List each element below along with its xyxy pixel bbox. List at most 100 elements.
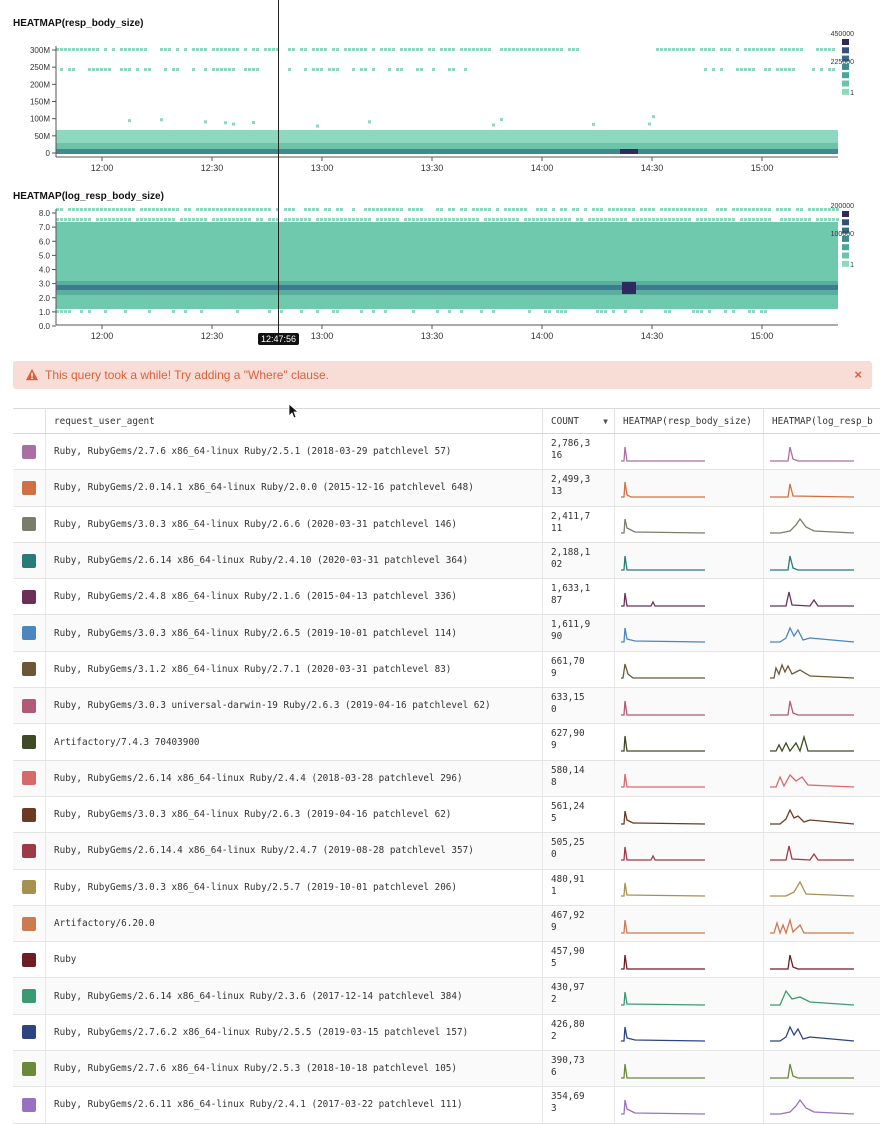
heatmap-log-resp-body-size-cell[interactable] (764, 942, 880, 977)
heatmap-sparkline[interactable] (770, 620, 854, 646)
series-color-swatch[interactable] (22, 1061, 36, 1076)
header-heatmap-log-resp-body-size[interactable]: HEATMAP(log_resp_b (772, 415, 873, 427)
heatmap-log-resp-body-size-cell[interactable] (764, 434, 880, 469)
table-row[interactable]: Ruby, RubyGems/2.6.14 x86_64-linux Ruby/… (13, 542, 880, 580)
heatmap-log-resp-body-size-cell[interactable] (764, 470, 880, 505)
series-color-swatch[interactable] (22, 1025, 36, 1040)
table-row[interactable]: Ruby, RubyGems/3.0.3 x86_64-linux Ruby/2… (13, 796, 880, 834)
series-color-swatch[interactable] (22, 589, 36, 604)
series-color-swatch[interactable] (22, 952, 36, 967)
table-row[interactable]: Ruby, RubyGems/3.1.2 x86_64-linux Ruby/2… (13, 651, 880, 689)
heatmap-log-resp-body-size-cell[interactable] (764, 615, 880, 650)
series-color-swatch[interactable] (22, 480, 36, 495)
heatmap-resp-body-size-cell[interactable] (615, 905, 764, 942)
heatmap-resp-body-size-cell[interactable] (615, 942, 764, 978)
heatmap-resp-body-size-cell[interactable] (615, 651, 764, 688)
series-color-swatch[interactable] (22, 880, 36, 895)
heatmap-sparkline[interactable] (621, 729, 705, 755)
heatmap-sparkline[interactable] (770, 439, 854, 465)
table-row[interactable]: Ruby, RubyGems/2.6.14 x86_64-linux Ruby/… (13, 760, 880, 797)
heatmap-sparkline[interactable] (621, 802, 705, 828)
heatmap-sparkline[interactable] (770, 656, 854, 682)
heatmap-resp-body-size-cell[interactable] (615, 434, 764, 470)
series-color-swatch[interactable] (22, 843, 36, 858)
heatmap-log-resp-body-size-cell[interactable] (764, 724, 880, 759)
heatmap-sparkline[interactable] (770, 838, 854, 864)
heatmap-sparkline[interactable] (770, 765, 854, 791)
heatmap-log-resp-body-size-cell[interactable] (764, 507, 880, 542)
table-row[interactable]: Ruby, RubyGems/2.6.11 x86_64-linux Ruby/… (13, 1087, 880, 1124)
heatmap-resp-body-size-cell[interactable] (615, 1087, 764, 1123)
series-color-swatch[interactable] (22, 626, 36, 641)
heatmap-resp-body-size-cell[interactable] (615, 869, 764, 905)
table-row[interactable]: Artifactory/7.4.3 70403900 627,90 9 (13, 724, 880, 761)
heatmap-sparkline[interactable] (621, 947, 705, 973)
table-row[interactable]: Ruby, RubyGems/3.0.3 x86_64-linux Ruby/2… (13, 869, 880, 906)
table-row[interactable]: Ruby, RubyGems/3.0.3 universal-darwin-19… (13, 688, 880, 725)
heatmap-sparkline[interactable] (770, 584, 854, 610)
heatmap-sparkline[interactable] (770, 693, 854, 719)
heatmap-log-resp-body-size-cell[interactable] (764, 652, 880, 687)
heatmap-log-resp-body-size-cell[interactable] (764, 1015, 880, 1050)
header-heatmap-resp-body-size[interactable]: HEATMAP(resp_body_size) (615, 409, 764, 433)
table-row[interactable]: Artifactory/6.20.0 467,92 9 (13, 905, 880, 943)
heatmap-sparkline[interactable] (770, 947, 854, 973)
table-row[interactable]: Ruby, RubyGems/2.7.6.2 x86_64-linux Ruby… (13, 1014, 880, 1052)
heatmap-resp-body-size-cell[interactable] (615, 724, 764, 760)
heatmap-log-resp-body-size-cell[interactable] (764, 579, 880, 614)
table-row[interactable]: Ruby, RubyGems/3.0.3 x86_64-linux Ruby/2… (13, 615, 880, 652)
table-row[interactable]: Ruby, RubyGems/2.6.14.4 x86_64-linux Rub… (13, 833, 880, 870)
heatmap-resp-body-size-cell[interactable] (615, 579, 764, 615)
series-color-swatch[interactable] (22, 444, 36, 459)
heatmap-sparkline[interactable] (621, 983, 705, 1009)
heatmap-sparkline[interactable] (770, 548, 854, 574)
heatmap-resp-body-size-cell[interactable] (615, 1014, 764, 1051)
heatmap-resp-body-size-cell[interactable] (615, 760, 764, 796)
heatmap-log-resp-body-size-cell[interactable] (764, 870, 880, 905)
heatmap-sparkline[interactable] (621, 584, 705, 610)
heatmap-log-resp-body-size[interactable]: HEATMAP(log_resp_body_size) 8.0 7.0 6.0 5.0… (0, 186, 880, 346)
heatmap-sparkline[interactable] (770, 511, 854, 537)
heatmap-resp-body-size-cell[interactable] (615, 978, 764, 1014)
table-row[interactable]: Ruby 457,90 5 (13, 942, 880, 979)
series-color-swatch[interactable] (22, 698, 36, 713)
table-row[interactable]: Ruby, RubyGems/2.0.14.1 x86_64-linux Rub… (13, 470, 880, 507)
table-row[interactable]: Ruby, RubyGems/2.7.6 x86_64-linux Ruby/2… (13, 434, 880, 471)
table-row[interactable]: Ruby, RubyGems/2.7.6 x86_64-linux Ruby/2… (13, 1051, 880, 1088)
heatmap-log-resp-body-size-cell[interactable] (764, 906, 880, 941)
table-row[interactable]: Ruby, RubyGems/2.6.14 x86_64-linux Ruby/… (13, 978, 880, 1015)
heatmap-sparkline[interactable] (621, 1056, 705, 1082)
heatmap-sparkline[interactable] (621, 874, 705, 900)
heatmap-sparkline[interactable] (770, 911, 854, 937)
header-count[interactable]: COUNT ▼ (543, 409, 615, 433)
sort-desc-icon[interactable]: ▼ (603, 416, 608, 426)
heatmap-resp-body-size[interactable]: HEATMAP(resp_body_size) 300M 250M 200M 150M… (0, 0, 880, 180)
heatmap-sparkline[interactable] (621, 693, 705, 719)
header-request-user-agent[interactable]: request_user_agent (46, 409, 543, 433)
heatmap-log-resp-body-size-cell[interactable] (764, 978, 880, 1013)
heatmap-resp-body-size-cell[interactable] (615, 1051, 764, 1087)
heatmap-sparkline[interactable] (770, 729, 854, 755)
heatmap-sparkline[interactable] (621, 511, 705, 537)
series-color-swatch[interactable] (22, 735, 36, 750)
heatmap-sparkline[interactable] (770, 475, 854, 501)
heatmap-sparkline[interactable] (621, 911, 705, 937)
heatmap-resp-body-size-plot[interactable]: 300M 250M 200M 150M 100M 50M 0 12:00 12:30 13:00 1… (0, 0, 880, 180)
heatmap-sparkline[interactable] (770, 983, 854, 1009)
heatmap-sparkline[interactable] (621, 1092, 705, 1118)
heatmap-log-resp-body-size-cell[interactable] (764, 543, 880, 578)
heatmap-sparkline[interactable] (770, 874, 854, 900)
heatmap-sparkline[interactable] (621, 838, 705, 864)
heatmap-resp-body-size-cell[interactable] (615, 470, 764, 506)
series-color-swatch[interactable] (22, 662, 36, 677)
series-color-swatch[interactable] (22, 771, 36, 786)
heatmap-log-resp-body-size-cell[interactable] (764, 833, 880, 868)
heatmap-resp-body-size-cell[interactable] (615, 615, 764, 651)
heatmap-sparkline[interactable] (770, 1019, 854, 1045)
series-color-swatch[interactable] (22, 517, 36, 532)
heatmap-resp-body-size-cell[interactable] (615, 833, 764, 869)
heatmap-log-resp-body-size-cell[interactable] (764, 797, 880, 832)
heatmap-sparkline[interactable] (621, 656, 705, 682)
series-color-swatch[interactable] (22, 989, 36, 1004)
series-color-swatch[interactable] (22, 807, 36, 822)
